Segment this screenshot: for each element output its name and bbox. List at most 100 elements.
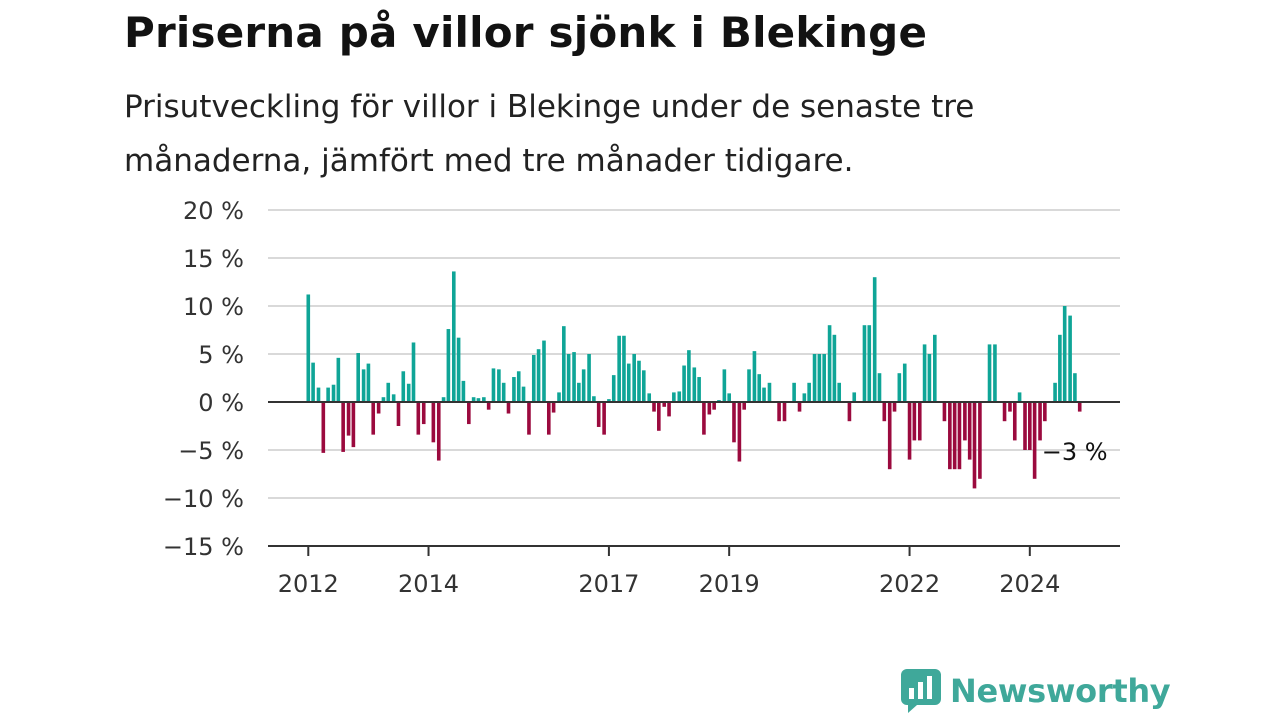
- bar: [546, 402, 551, 435]
- bar: [451, 271, 456, 402]
- bar: [677, 391, 682, 402]
- y-tick-label: −10 %: [163, 485, 244, 513]
- bar: [963, 402, 967, 441]
- bar: [396, 402, 401, 426]
- bar: [456, 337, 461, 402]
- bar: [592, 396, 596, 402]
- bar: [967, 402, 972, 460]
- y-tick-label: 5 %: [198, 341, 244, 369]
- bar: [737, 402, 742, 462]
- bar: [817, 354, 822, 402]
- bar: [727, 393, 731, 402]
- bar: [356, 353, 360, 402]
- bar: [572, 352, 576, 402]
- bar: [366, 363, 371, 402]
- bar: [687, 350, 691, 402]
- bar: [927, 354, 932, 402]
- bar: [697, 377, 701, 402]
- bar: [1053, 382, 1057, 402]
- bar: [486, 402, 491, 410]
- bar: [922, 344, 927, 402]
- bar: [892, 402, 897, 412]
- bar: [762, 387, 766, 402]
- y-axis-tick-labels: 20 % 15 % 10 % 5 % 0 % −5 % −10 % −15 %: [163, 197, 244, 561]
- bar: [972, 402, 977, 489]
- bar: [802, 393, 807, 402]
- bar: [611, 375, 616, 402]
- bar: [351, 402, 356, 448]
- bar: [596, 402, 601, 427]
- bar: [516, 371, 521, 402]
- bar: [386, 382, 391, 402]
- bar: [978, 402, 982, 479]
- bar: [346, 402, 351, 436]
- bar: [381, 397, 386, 402]
- bar: [1002, 402, 1007, 422]
- bar: [326, 387, 330, 402]
- bar: [542, 340, 546, 402]
- last-value-annotation: −3 %: [1042, 438, 1108, 466]
- bar: [742, 402, 747, 410]
- bar: [722, 369, 727, 402]
- bar: [311, 362, 315, 402]
- bar: [777, 402, 781, 422]
- bar: [887, 402, 892, 470]
- bar: [617, 335, 621, 402]
- bar: [626, 363, 631, 402]
- y-tick-label: −15 %: [163, 533, 244, 561]
- bar: [401, 371, 406, 402]
- bar: [792, 382, 796, 402]
- bar: [807, 382, 811, 402]
- bar: [306, 294, 311, 402]
- bar: [1038, 402, 1042, 441]
- bar: [1058, 334, 1062, 402]
- bar: [361, 369, 366, 402]
- newsworthy-brand: Newsworthy: [900, 668, 1171, 714]
- bar: [782, 402, 787, 422]
- bar: [446, 329, 451, 402]
- bar: [952, 402, 957, 470]
- bar: [832, 334, 837, 402]
- bar: [482, 397, 486, 402]
- bar: [557, 392, 561, 402]
- bar: [321, 402, 326, 453]
- bar: [907, 402, 912, 460]
- bar: [1073, 373, 1077, 402]
- bar: [506, 402, 511, 414]
- bar: [497, 369, 501, 402]
- bar: [1008, 402, 1012, 412]
- bar: [406, 383, 411, 402]
- bar: [622, 335, 626, 402]
- bar: [602, 402, 606, 435]
- bar: [702, 402, 706, 435]
- y-tick-label: −5 %: [178, 437, 244, 465]
- bars: [306, 271, 1082, 489]
- bar: [657, 402, 661, 431]
- bar: [732, 402, 736, 443]
- bar: [672, 392, 676, 402]
- bar: [862, 325, 867, 402]
- bar: [948, 402, 952, 470]
- bar: [847, 402, 852, 422]
- bar: [707, 402, 712, 415]
- bar: [752, 351, 757, 402]
- bar: [566, 354, 571, 402]
- bar: [316, 387, 321, 402]
- bar: [667, 402, 671, 417]
- bar: [652, 402, 656, 412]
- bar: [957, 402, 962, 470]
- bar: [757, 374, 762, 402]
- bar: [421, 402, 426, 425]
- bar: [521, 386, 526, 402]
- bar: [461, 380, 466, 402]
- bar: [467, 402, 471, 425]
- bar: [1077, 402, 1082, 412]
- bar: [1032, 402, 1037, 479]
- bar: [993, 344, 997, 402]
- bar: [411, 342, 416, 402]
- grid-lines: [268, 209, 1120, 499]
- bar: [391, 394, 396, 402]
- bar: [471, 397, 476, 402]
- bar: [551, 402, 556, 413]
- bar: [827, 325, 832, 402]
